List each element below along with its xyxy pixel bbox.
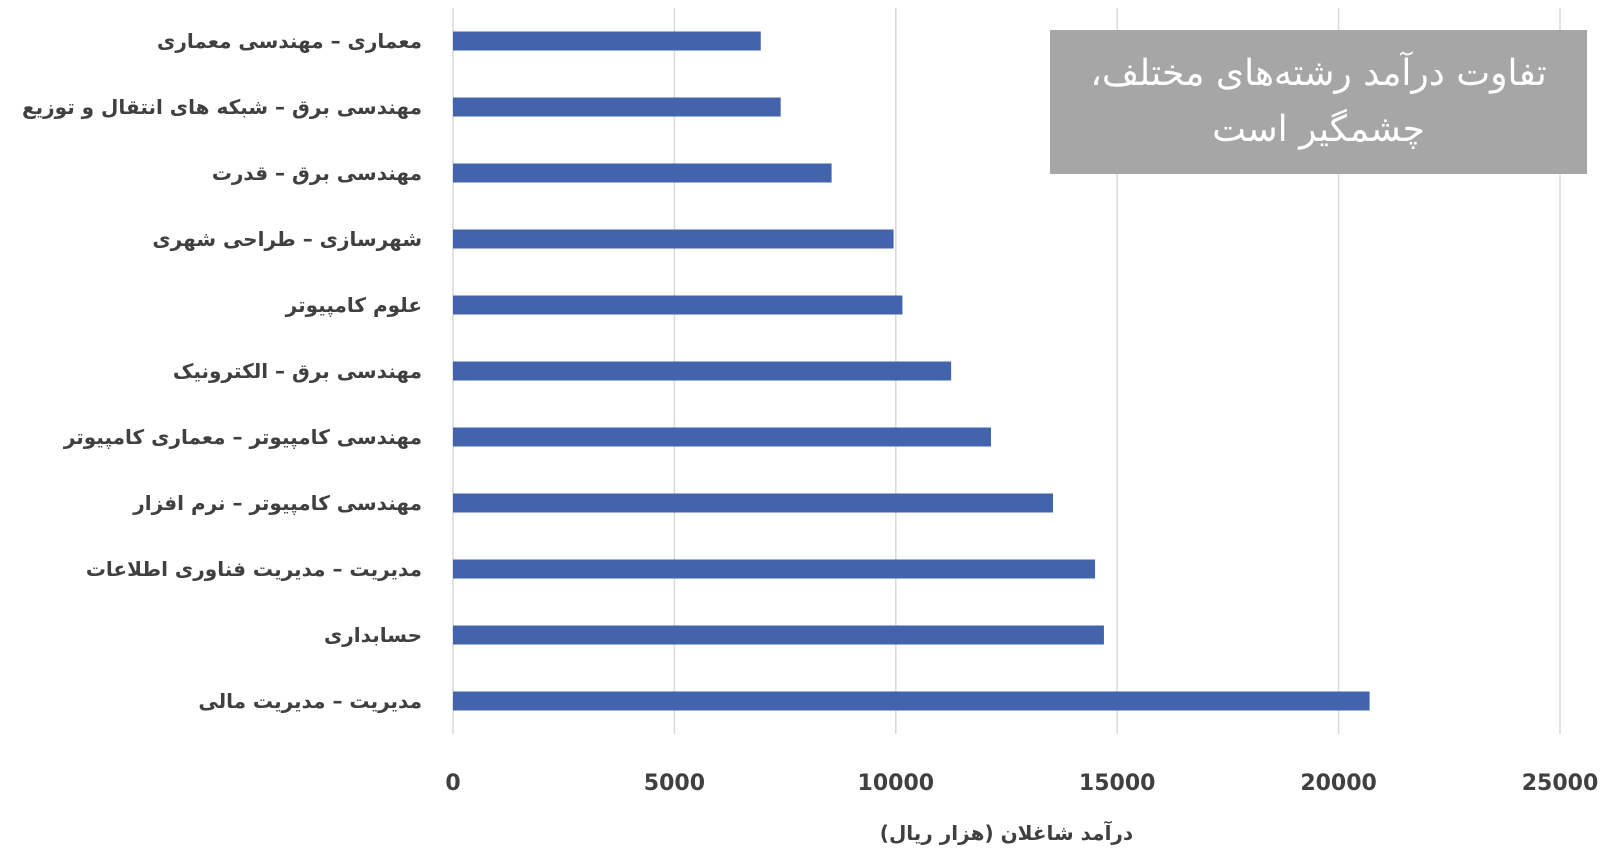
bar xyxy=(453,163,832,183)
bar xyxy=(453,361,952,381)
category-label: مهندسی کامپیوتر – نرم افزار xyxy=(132,491,422,516)
bar xyxy=(453,691,1370,711)
category-label: مدیریت – مدیریت مالی xyxy=(198,689,422,713)
category-label: مهندسی کامپیوتر – معماری کامپیوتر xyxy=(63,425,422,450)
bar xyxy=(453,97,781,117)
chart-title: تفاوت درآمد رشته‌های مختلف، چشمگیر است xyxy=(1090,53,1547,150)
category-label: مدیریت – مدیریت فناوری اطلاعات xyxy=(86,557,422,581)
category-label: حسابداری xyxy=(324,623,422,647)
x-tick-label: 20000 xyxy=(1300,771,1377,796)
x-tick-label: 10000 xyxy=(858,771,935,796)
category-label: معماری – مهندسی معماری xyxy=(157,29,422,53)
chart-title-box: تفاوت درآمد رشته‌های مختلف، چشمگیر است xyxy=(1050,30,1587,174)
bar xyxy=(453,229,894,249)
x-tick-label: 0 xyxy=(445,771,460,796)
bar xyxy=(453,559,1096,579)
category-label: شهرسازی – طراحی شهری xyxy=(152,227,422,251)
bar xyxy=(453,31,761,51)
bar xyxy=(453,493,1053,513)
bar xyxy=(453,625,1104,645)
category-labels: معماری – مهندسی معماری مهندسی برق – شبکه … xyxy=(22,29,422,713)
bar xyxy=(453,295,903,315)
category-label: مهندسی برق – شبکه های انتقال و توزیع xyxy=(22,95,422,119)
category-label: علوم کامپیوتر xyxy=(285,293,422,318)
x-tick-labels: 0 5000 10000 15000 20000 25000 xyxy=(445,771,1598,796)
category-label: مهندسی برق – الکترونیک xyxy=(173,359,422,383)
category-label: مهندسی برق – قدرت xyxy=(212,161,422,185)
x-tick-label: 25000 xyxy=(1522,771,1599,796)
bars xyxy=(453,31,1370,711)
x-tick-label: 5000 xyxy=(644,771,705,796)
bar xyxy=(453,427,992,447)
x-axis-title: درآمد شاغلان (هزار ریال) xyxy=(880,820,1133,845)
x-tick-label: 15000 xyxy=(1079,771,1156,796)
